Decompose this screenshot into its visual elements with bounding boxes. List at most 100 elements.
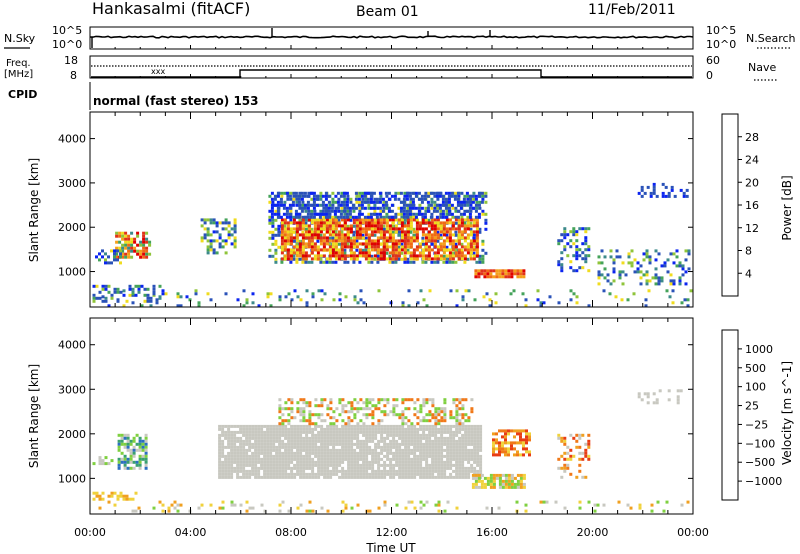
power-cell [400, 233, 404, 237]
power-cell [298, 227, 302, 231]
power-cell [406, 251, 410, 255]
velocity-cell [479, 427, 483, 431]
power-cell [336, 215, 340, 219]
velocity-cell [365, 454, 369, 458]
velocity-cell [236, 460, 240, 464]
velocity-cell [296, 460, 300, 464]
power-cell [448, 230, 452, 234]
velocity-cell [371, 436, 375, 440]
power-cell [563, 236, 567, 240]
velocity-cell [504, 432, 507, 436]
power-cell [645, 270, 649, 274]
power-cell [436, 245, 440, 249]
velocity-cell [224, 466, 228, 470]
velocity-cell [347, 430, 351, 434]
power-cell [569, 266, 573, 270]
velocity-cell [461, 448, 465, 452]
velocity-cell [413, 448, 417, 452]
velocity-cell [458, 445, 462, 449]
velocity-cell [353, 472, 357, 476]
velocity-cell [347, 424, 351, 428]
power-cell [381, 209, 385, 213]
velocity-cell [227, 460, 231, 464]
power-cell [367, 242, 371, 246]
velocity-cell [347, 419, 351, 423]
velocity-cell [269, 439, 273, 443]
velocity-cell [470, 463, 474, 467]
power-cell [378, 191, 382, 195]
power-cell [477, 194, 481, 198]
power-cell [273, 197, 277, 201]
power-cell [578, 248, 582, 252]
power-cell [355, 236, 359, 240]
power-cell [353, 295, 357, 299]
velocity-cell [504, 473, 508, 477]
power-cell [358, 218, 362, 222]
power-cell [358, 236, 362, 240]
power-cell [424, 233, 428, 237]
velocity-cell [329, 469, 333, 473]
velocity-cell [419, 404, 423, 408]
power-cell [273, 212, 277, 216]
velocity-cell [317, 460, 321, 464]
power-cell [430, 218, 434, 222]
velocity-cell [245, 427, 249, 431]
power-cell [312, 206, 316, 210]
power-cell [394, 239, 398, 243]
power-cell [130, 231, 134, 235]
power-cell [454, 230, 458, 234]
power-cell [322, 224, 326, 228]
power-cell [325, 236, 329, 240]
velocity-cell [365, 430, 369, 434]
power-cell [319, 218, 323, 222]
velocity-cell [437, 436, 441, 440]
power-cell [307, 230, 311, 234]
power-cell [276, 200, 280, 204]
velocity-cell [359, 454, 363, 458]
velocity-cell [263, 445, 267, 449]
power-cell [342, 209, 346, 213]
power-cell [316, 218, 320, 222]
power-cell [127, 237, 131, 241]
power-cell [678, 279, 682, 283]
velocity-cell [317, 430, 321, 434]
power-cell [572, 269, 576, 273]
power-cell [218, 242, 222, 246]
power-cell [349, 242, 353, 246]
power-cell [454, 221, 458, 225]
velocity-cell [116, 497, 120, 501]
velocity-cell [290, 430, 294, 434]
power-cell [361, 233, 365, 237]
power-cell [415, 233, 419, 237]
power-cell [331, 221, 335, 225]
power-cell [454, 227, 458, 231]
velocity-cell [528, 453, 531, 457]
velocity-cell [437, 445, 441, 449]
velocity-cell [485, 506, 489, 510]
power-data-region [92, 182, 693, 308]
sky-left-tick-top: 10^5 [52, 24, 82, 37]
power-cell [304, 236, 308, 240]
power-cell [457, 248, 461, 252]
power-cell [477, 191, 481, 195]
velocity-cell [236, 463, 240, 467]
velocity-cell [308, 466, 312, 470]
velocity-cell [371, 466, 375, 470]
power-cell [385, 230, 389, 234]
velocity-cell [218, 472, 222, 476]
velocity-cell [425, 442, 429, 446]
velocity-cell [344, 448, 348, 452]
power-cell [372, 212, 376, 216]
power-cell [301, 233, 305, 237]
velocity-cell [419, 454, 423, 458]
power-cell [418, 227, 422, 231]
power-cell [436, 224, 440, 228]
velocity-cell [332, 424, 336, 428]
velocity-cell [440, 445, 444, 449]
power-cell [304, 233, 308, 237]
power-cell [352, 224, 356, 228]
velocity-cell [269, 448, 273, 452]
velocity-cell [455, 398, 459, 402]
velocity-cell [566, 466, 570, 470]
power-cell [648, 279, 652, 283]
